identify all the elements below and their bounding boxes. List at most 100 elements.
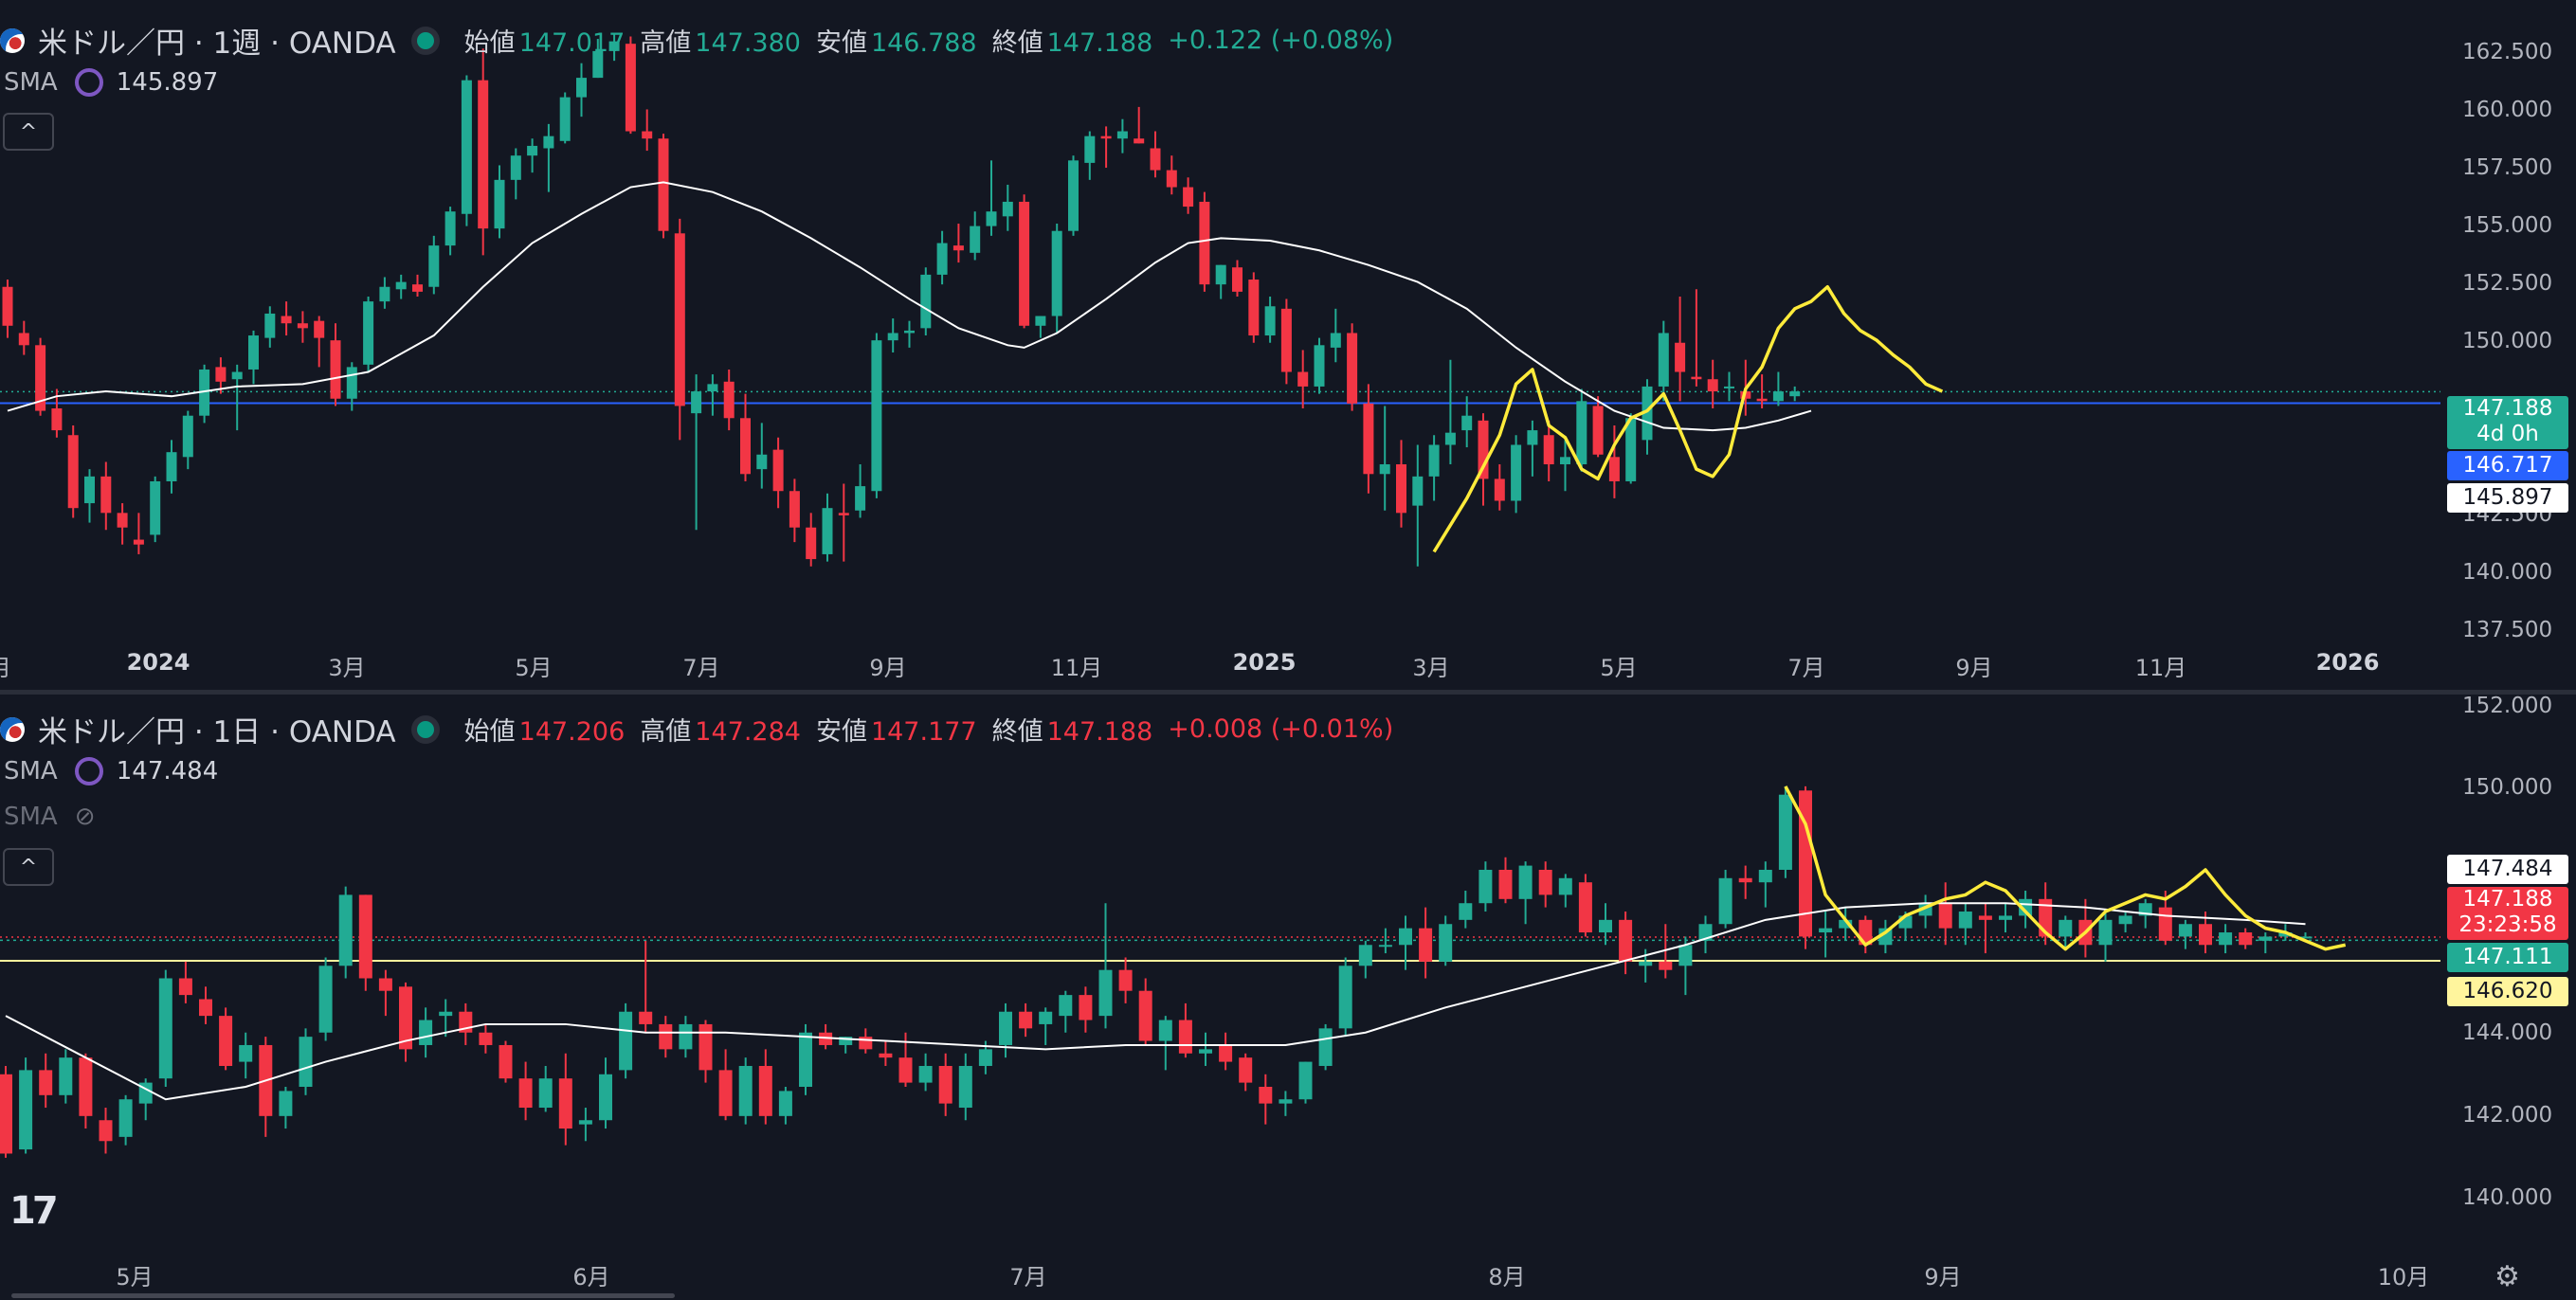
candle[interactable] [819, 1023, 833, 1050]
candle[interactable] [1363, 384, 1374, 494]
candle[interactable] [378, 969, 392, 1017]
candle[interactable] [1439, 915, 1453, 966]
candle[interactable] [281, 301, 292, 336]
candle[interactable] [67, 424, 79, 518]
candle[interactable] [439, 999, 453, 1038]
candle[interactable] [379, 277, 390, 309]
daily-sma2-row[interactable]: SMA ⊘ [4, 803, 96, 831]
candle[interactable] [1758, 861, 1772, 908]
candle[interactable] [399, 982, 412, 1062]
candle[interactable] [1297, 350, 1309, 409]
candle[interactable] [527, 138, 538, 173]
candle[interactable] [178, 961, 192, 1003]
candle[interactable] [1498, 857, 1513, 904]
candle[interactable] [1461, 396, 1473, 448]
candle[interactable] [1116, 118, 1128, 153]
candle[interactable] [444, 207, 456, 256]
candle[interactable] [599, 1057, 612, 1129]
candle[interactable] [1059, 990, 1073, 1033]
candle[interactable] [1068, 155, 1079, 236]
candle[interactable] [806, 513, 817, 567]
candle[interactable] [358, 894, 372, 991]
candle[interactable] [1478, 861, 1493, 912]
candle[interactable] [259, 1037, 273, 1137]
candle[interactable] [1378, 928, 1392, 954]
candle[interactable] [478, 48, 489, 256]
candle[interactable] [1978, 903, 1992, 954]
candle[interactable] [99, 1108, 113, 1154]
candle[interactable] [1691, 289, 1702, 387]
candle[interactable] [1330, 308, 1341, 363]
candle[interactable] [461, 75, 472, 226]
candle[interactable] [619, 1002, 633, 1079]
candle[interactable] [918, 1053, 933, 1092]
candle[interactable] [1444, 359, 1456, 465]
candle[interactable] [1724, 371, 1734, 402]
candle[interactable] [1625, 413, 1637, 484]
candle[interactable] [2178, 919, 2192, 949]
candle[interactable] [0, 1065, 12, 1158]
candle[interactable] [1084, 131, 1096, 180]
candle[interactable] [659, 1016, 673, 1058]
candle[interactable] [1778, 785, 1792, 878]
candle[interactable] [578, 1108, 592, 1142]
candle[interactable] [158, 969, 172, 1088]
candle[interactable] [1543, 420, 1554, 481]
candle[interactable] [1599, 903, 1612, 946]
candle[interactable] [822, 493, 833, 562]
freehand-drawing[interactable] [1432, 284, 1944, 553]
candle[interactable] [39, 1053, 53, 1109]
candle[interactable] [1298, 1061, 1313, 1104]
candle[interactable] [707, 374, 718, 416]
candle[interactable] [879, 1040, 893, 1066]
candle[interactable] [691, 374, 702, 531]
candle[interactable] [1642, 379, 1653, 455]
candle[interactable] [1379, 406, 1390, 511]
candle[interactable] [970, 211, 981, 261]
candle[interactable] [318, 957, 333, 1041]
candle[interactable] [279, 1087, 293, 1129]
candle[interactable] [231, 364, 243, 431]
candle[interactable] [608, 33, 620, 62]
candle[interactable] [738, 1057, 753, 1125]
candle[interactable] [1428, 435, 1440, 501]
candle[interactable] [952, 224, 964, 263]
candle[interactable] [898, 1032, 913, 1088]
time-scrollbar[interactable] [11, 1293, 675, 1298]
weekly-candlestick-chart[interactable] [0, 0, 2576, 690]
candle[interactable] [1707, 359, 1718, 409]
candle[interactable] [778, 1087, 792, 1125]
candle[interactable] [1399, 915, 1412, 970]
candle[interactable] [2, 280, 13, 338]
candle[interactable] [133, 513, 144, 554]
candle[interactable] [592, 39, 604, 79]
candle[interactable] [799, 1023, 812, 1095]
candle[interactable] [494, 165, 505, 239]
candle[interactable] [1659, 924, 1673, 979]
candle[interactable] [1819, 912, 1833, 958]
candle[interactable] [1518, 861, 1533, 925]
candle[interactable] [543, 123, 554, 192]
candle[interactable] [2059, 915, 2073, 949]
daily-candlestick-chart[interactable] [0, 695, 2576, 1300]
candle[interactable] [1280, 298, 1292, 385]
candle[interactable] [838, 483, 849, 562]
candle[interactable] [35, 337, 46, 416]
candle[interactable] [79, 1053, 93, 1129]
daily-symbol-title[interactable]: 米ドル／円 · 1日 · OANDA [38, 715, 396, 749]
candle[interactable] [239, 1032, 253, 1079]
candle[interactable] [1239, 1053, 1253, 1092]
candle[interactable] [1134, 106, 1145, 144]
candle[interactable] [723, 369, 735, 431]
candle[interactable] [1560, 440, 1570, 492]
candle[interactable] [1718, 869, 1732, 929]
candle[interactable] [150, 476, 161, 543]
candle[interactable] [1558, 874, 1572, 908]
candle[interactable] [674, 218, 685, 441]
candle[interactable] [1511, 435, 1522, 514]
candle[interactable] [199, 364, 210, 424]
candle[interactable] [1419, 907, 1433, 979]
candle[interactable] [479, 1023, 493, 1054]
candle[interactable] [1259, 1074, 1273, 1125]
candle[interactable] [1592, 396, 1604, 458]
